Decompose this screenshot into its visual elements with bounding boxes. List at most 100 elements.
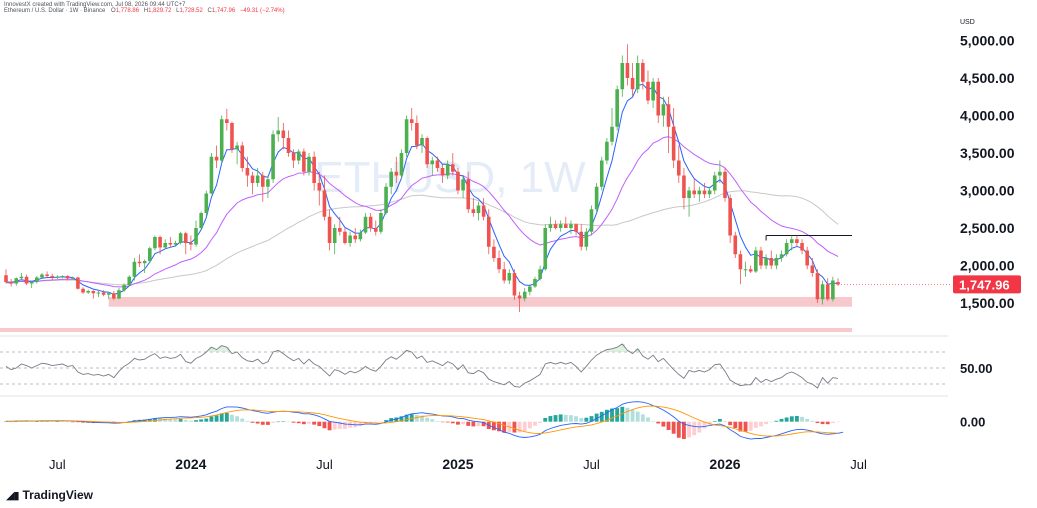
macd-histogram-bar [286,421,291,423]
symbol-title[interactable]: Ethereum / U.S. Dollar · 1W · Binance [4,8,106,14]
macd-histogram-bar [491,421,496,431]
candle-body [332,228,337,243]
candle-body [656,81,661,116]
macd-histogram-bar [296,421,301,424]
candle [343,228,347,245]
candle [271,130,275,183]
candle-body [353,235,358,240]
candle [394,156,399,183]
candle [399,149,404,180]
candle [759,246,763,270]
macd-histogram-bar [173,419,178,422]
macd-histogram-bar [774,420,779,422]
macd-histogram-bar [45,421,50,422]
candle [646,70,650,105]
candle-body [322,190,327,217]
rsi-overbought-fill [604,349,610,352]
macd-histogram-bar [240,418,245,422]
macd-histogram-bar [34,421,39,422]
candle [558,220,563,232]
macd-histogram-bar [676,421,681,438]
candle [312,151,316,191]
candle-body [271,134,275,180]
macd-histogram-bar [312,421,317,425]
macd-histogram-bar [574,416,578,422]
macd-histogram-bar [620,406,625,422]
candle [101,290,106,297]
macd-histogram-bar [604,409,609,422]
candle-body [599,160,604,187]
candle [599,156,604,191]
candle [425,136,429,168]
candle-body [81,288,85,293]
candle [29,280,34,288]
macd-histogram-bar [707,421,712,425]
candle [620,55,625,97]
candle [435,156,440,172]
macd-histogram-bar [651,421,656,422]
candle-body [379,213,383,232]
candle-body [281,130,286,138]
candle-body [610,126,614,142]
candle-body [605,141,609,161]
candle-body [96,292,101,294]
macd-histogram-bar [687,421,691,438]
macd-histogram-bar [512,421,517,433]
candle-body [430,160,435,165]
macd-histogram-bar [820,421,825,425]
macd-histogram-bar [122,421,127,423]
candle [19,273,24,281]
candle-body [19,276,24,279]
support-zone-strip [0,328,852,332]
macd-histogram-bar [450,421,455,424]
macd-histogram-bar [794,415,799,422]
candle [214,145,219,168]
candle [296,149,301,165]
candle-body [286,138,291,153]
macd-histogram-bar [538,421,543,423]
change-value: −49.31 (−2.74%) [239,8,285,14]
macd-histogram-bar [209,416,214,422]
candle [702,183,707,198]
candle [148,246,152,263]
candle [4,269,8,284]
candle [800,239,804,255]
macd-histogram-bar [671,421,676,434]
candle [384,183,388,215]
candle [836,278,840,286]
candle-body [86,291,90,293]
candle [754,246,758,273]
macd-histogram-bar [435,421,440,422]
macd-histogram-bar [399,416,404,422]
candle [122,283,126,292]
watermark: ETHUSD, 1W [314,153,586,202]
candle-body [60,276,65,277]
candle-body [789,239,794,243]
macd-histogram-bar [784,417,789,422]
candle-body [471,209,476,213]
candle-body [435,160,440,168]
candle-body [276,130,280,135]
candle-body [240,145,245,168]
low-value: 1,728.52 [179,8,203,14]
candle-body [148,248,152,261]
rsi-overbought-fill [614,347,620,352]
candle-body [9,282,13,284]
candle-body [255,175,260,183]
candle [502,261,506,284]
candle-body [671,126,676,161]
candle-body [800,243,804,251]
candle-body [65,276,70,279]
candle-body [409,119,414,123]
candle-body [302,151,306,172]
low-label: L [176,8,180,14]
tradingview-brand[interactable]: ◢▮ TradingView [6,488,93,502]
macd-histogram-bar [4,421,8,423]
candle [533,276,537,288]
candle [538,265,542,281]
support-zone [108,297,852,307]
macd-histogram-bar [517,421,522,433]
macd-histogram-bar [522,421,527,431]
macd-histogram-bar [183,419,188,422]
